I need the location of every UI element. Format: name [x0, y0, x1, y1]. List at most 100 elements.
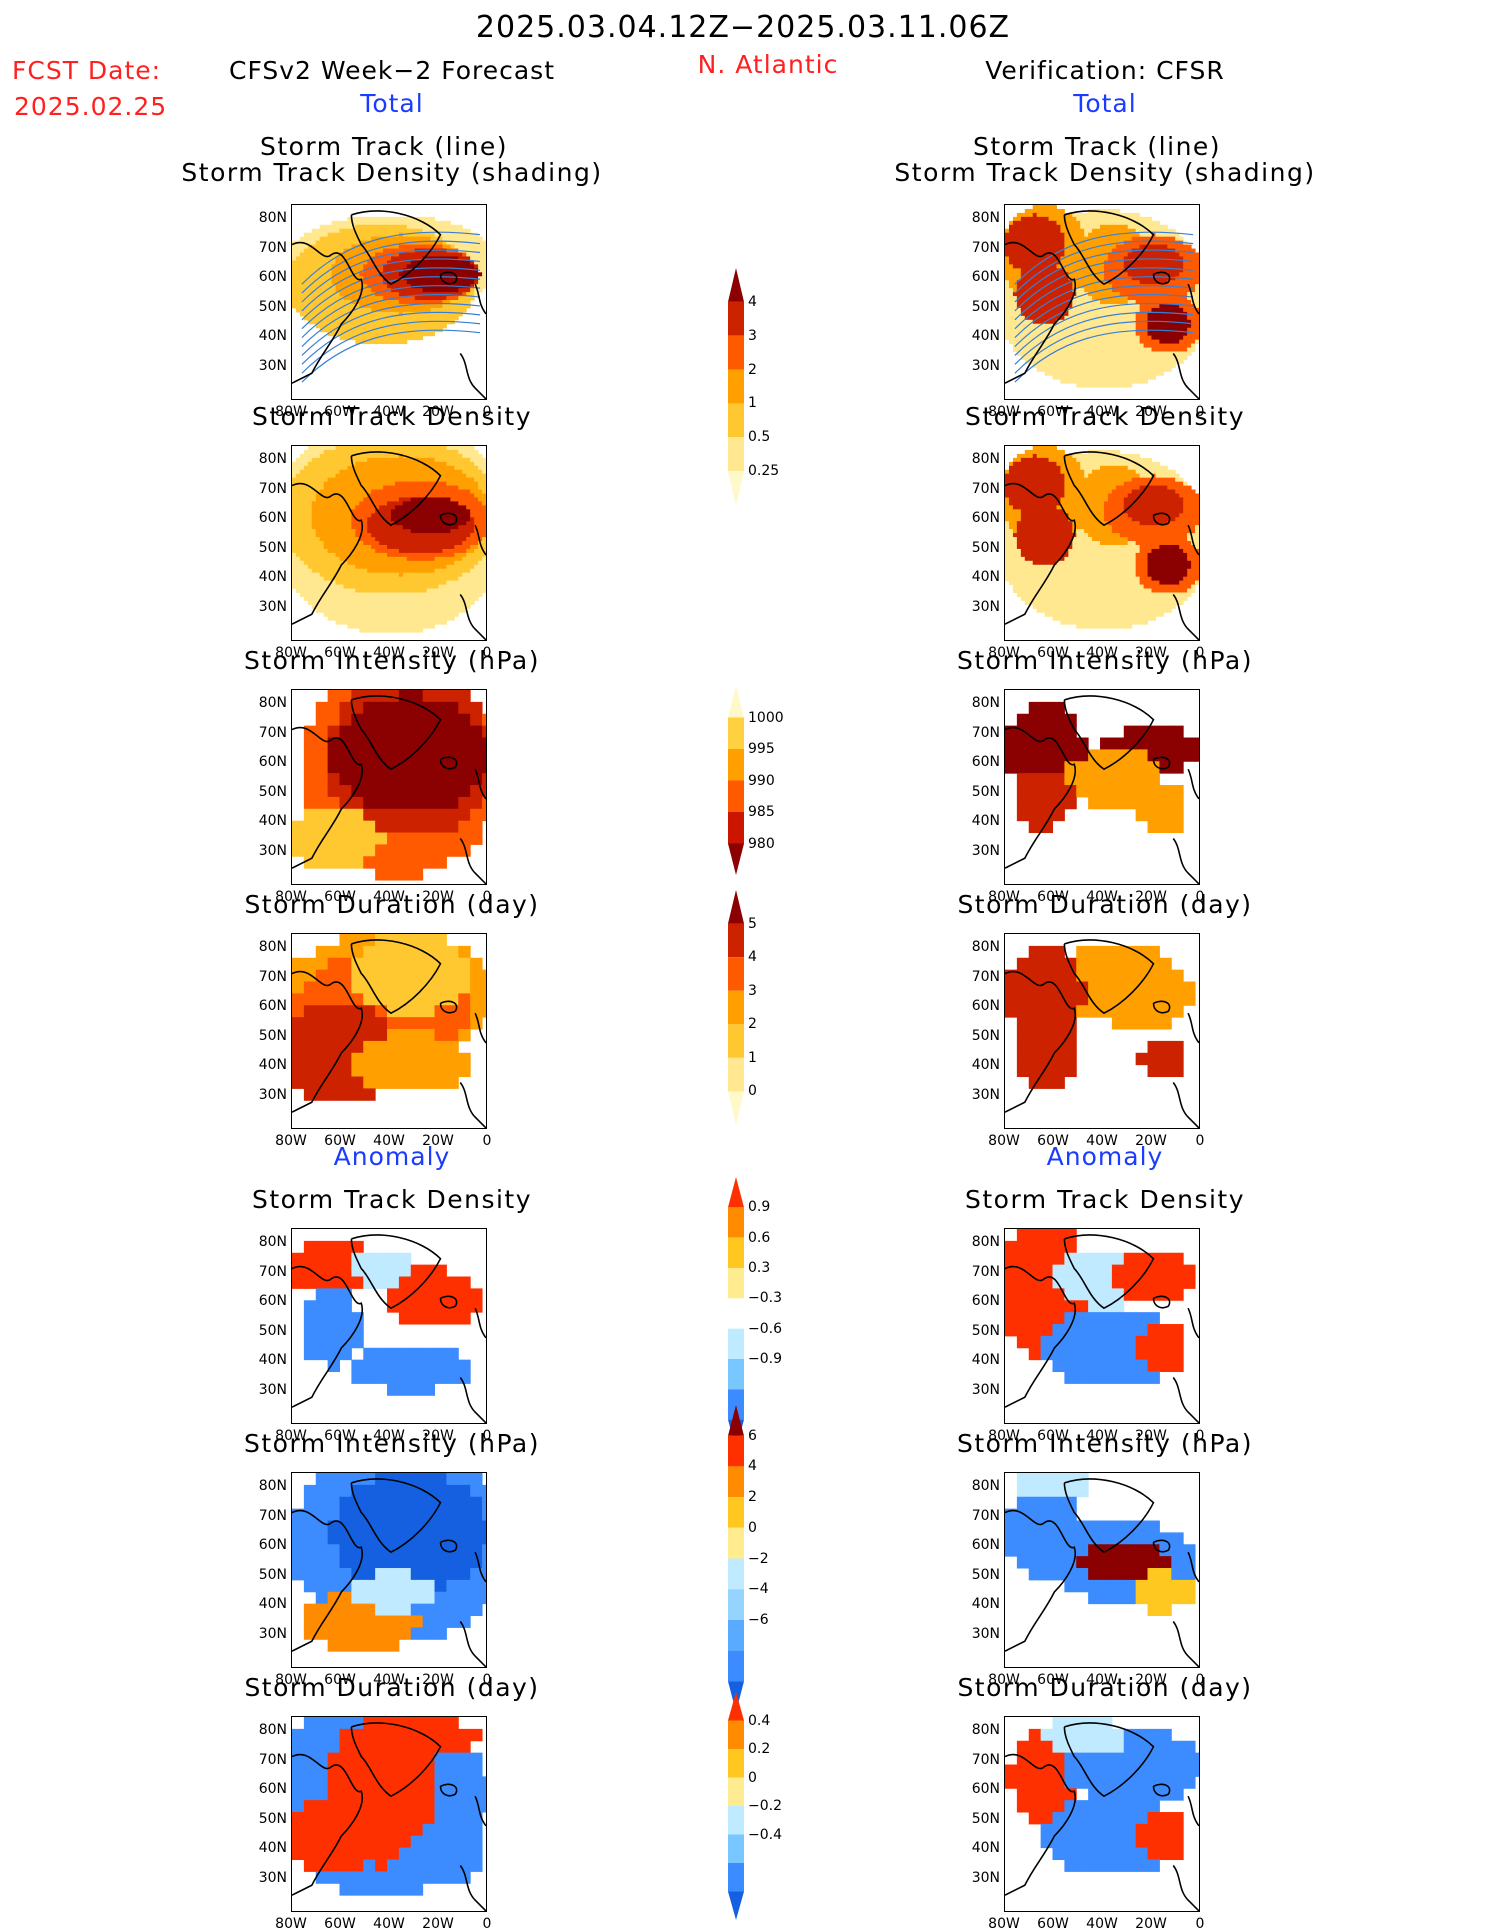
- field-cell: [1080, 375, 1085, 380]
- field-cell: [410, 303, 416, 309]
- field-cell: [387, 446, 392, 451]
- field-cell: [1147, 300, 1152, 305]
- field-cell: [1183, 296, 1188, 301]
- field-cell: [1096, 268, 1101, 273]
- field-cell: [438, 548, 443, 554]
- field-cell: [1068, 367, 1073, 372]
- field-cell: [466, 525, 471, 530]
- field-cell: [1123, 327, 1129, 333]
- field-cell: [363, 529, 368, 534]
- field-cell: [383, 446, 388, 451]
- field-cell: [311, 505, 317, 510]
- field-cell: [406, 319, 412, 325]
- field-cell: [387, 556, 392, 562]
- field-cell: [1088, 347, 1093, 352]
- field-cell: [410, 533, 416, 538]
- field-cell: [1048, 339, 1054, 345]
- field-cell: [390, 481, 396, 487]
- field-cell: [371, 319, 376, 325]
- field-cell: [351, 268, 356, 273]
- field-cell: [434, 513, 439, 518]
- field-cell: [1191, 288, 1196, 293]
- field-cell: [482, 485, 486, 491]
- field-cell: [1096, 284, 1101, 289]
- field-cell: [390, 576, 396, 582]
- field-cell: [1183, 248, 1188, 254]
- field-cell: [319, 232, 325, 238]
- field-cell: [394, 453, 400, 459]
- field-cell: [299, 552, 305, 558]
- field-cell: [371, 477, 376, 483]
- field-cell: [1179, 256, 1184, 261]
- field-cell: [414, 461, 420, 467]
- field-cell: [402, 228, 408, 234]
- field-cell: [1151, 323, 1156, 329]
- field-cell: [1123, 363, 1129, 368]
- field-cell: [482, 272, 486, 277]
- field-cell: [1008, 272, 1014, 277]
- field-cell: [1191, 248, 1196, 254]
- field-cell: [1131, 228, 1137, 234]
- field-cell: [422, 521, 428, 526]
- field-cell: [375, 224, 380, 230]
- field-cell: [327, 477, 333, 483]
- field-cell: [355, 493, 360, 498]
- field-cell: [410, 509, 416, 514]
- field-cell: [442, 264, 447, 269]
- storm-track-line: [301, 258, 481, 312]
- field-cell: [1076, 256, 1081, 261]
- field-cell: [466, 296, 471, 301]
- field-cell: [1131, 280, 1137, 285]
- field-cell: [1103, 371, 1109, 376]
- field-cell: [430, 548, 436, 554]
- field-cell: [351, 248, 356, 254]
- field-cell: [414, 564, 420, 570]
- field-cell: [1040, 343, 1046, 349]
- field-cell: [295, 280, 301, 285]
- field-cell: [1131, 288, 1137, 293]
- field-cell: [426, 469, 432, 475]
- field-cell: [311, 449, 317, 455]
- field-cell: [1040, 244, 1046, 250]
- field-cell: [1060, 252, 1065, 257]
- field-cell: [351, 552, 356, 558]
- field-cell: [470, 449, 475, 455]
- field-cell: [375, 453, 380, 459]
- field-cell: [430, 517, 436, 522]
- field-cell: [1167, 335, 1172, 341]
- field-cell: [1119, 355, 1125, 360]
- field-cell: [311, 319, 317, 325]
- field-cell: [359, 568, 364, 574]
- field-cell: [1143, 232, 1149, 238]
- field-cell: [1032, 359, 1038, 364]
- field-cell: [315, 323, 321, 329]
- field-cell: [323, 248, 329, 254]
- field-cell: [1151, 363, 1156, 368]
- field-cell: [1056, 327, 1061, 333]
- field-cell: [327, 541, 333, 546]
- field-cell: [1084, 319, 1089, 325]
- field-cell: [1139, 264, 1145, 269]
- field-cell: [406, 568, 412, 574]
- field-cell: [1143, 363, 1149, 368]
- field-cell: [1056, 272, 1061, 277]
- field-cell: [303, 461, 309, 467]
- field-cell: [1012, 244, 1018, 250]
- field-cell: [1147, 375, 1152, 380]
- field-cell: [1139, 323, 1145, 329]
- field-cell: [1187, 272, 1192, 277]
- field-cell: [319, 568, 325, 574]
- field-cell: [398, 548, 404, 554]
- field-cell: [1080, 371, 1085, 376]
- field-cell: [470, 236, 475, 242]
- field-cell: [414, 469, 420, 475]
- field-cell: [458, 288, 463, 293]
- field-cell: [438, 319, 443, 325]
- field-cell: [1183, 256, 1188, 261]
- field-cell: [410, 469, 416, 475]
- field-cell: [462, 465, 467, 471]
- field-cell: [1115, 244, 1121, 250]
- field-cell: [478, 525, 483, 530]
- field-cell: [398, 481, 404, 487]
- field-cell: [1076, 359, 1081, 364]
